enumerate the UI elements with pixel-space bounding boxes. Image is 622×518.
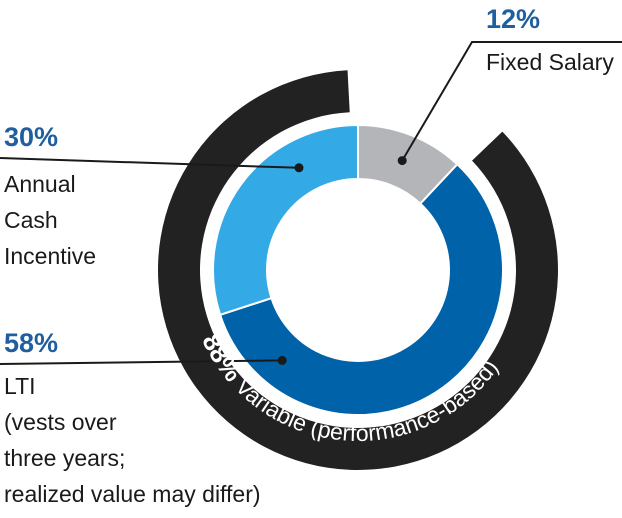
fixed-salary-percent: 12% — [486, 4, 540, 34]
annual-cash-incentive-label-line-1: Annual — [4, 171, 76, 197]
fixed-salary-leader-line — [401, 41, 622, 162]
annual-cash-incentive-leader-dot — [294, 163, 304, 173]
lti-percent: 58% — [4, 328, 58, 358]
lti-label-line-4: realized value may differ) — [4, 481, 261, 507]
annual-cash-incentive-label-line-3: Incentive — [4, 243, 96, 269]
lti-label-line-1: LTI — [4, 373, 36, 399]
lti-label-line-3: three years; — [4, 445, 125, 471]
fixed-salary-leader-dot — [397, 156, 407, 166]
leader-line-layer — [0, 41, 622, 365]
donut-slice-1 — [218, 162, 504, 416]
donut-slice-2 — [212, 123, 359, 317]
lti-leader-line — [0, 359, 283, 365]
fixed-salary-label: Fixed Salary — [486, 49, 614, 75]
donut-slice-layer — [212, 123, 504, 416]
annual-cash-incentive-label-line-2: Cash — [4, 207, 58, 233]
annual-cash-incentive-percent: 30% — [4, 122, 58, 152]
lti-label-line-2: (vests over — [4, 409, 117, 435]
annual-cash-incentive-leader-line — [0, 157, 300, 169]
lti-leader-dot — [277, 355, 287, 365]
